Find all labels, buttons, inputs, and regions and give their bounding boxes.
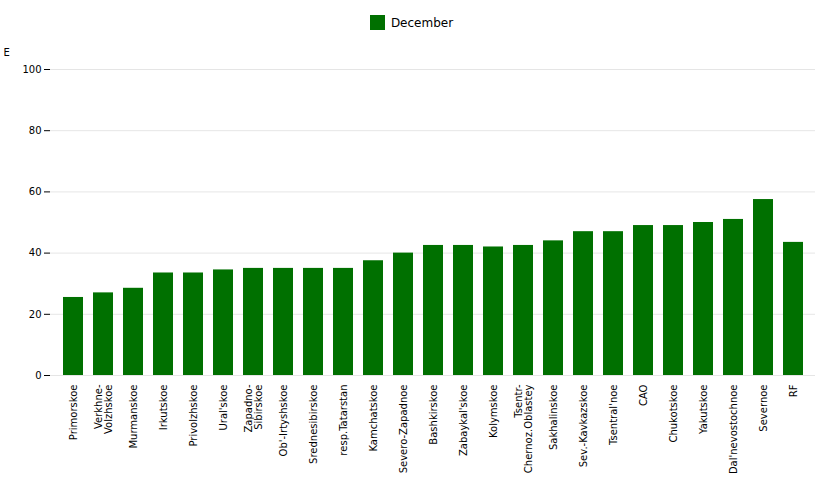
svg-text:Severnoe: Severnoe <box>758 385 769 432</box>
html-text:December: December <box>390 15 454 30</box>
svg-text:Tsentr-Chernoz.Oblastey: Tsentr-Chernoz.Oblastey <box>513 384 534 473</box>
svg-text:Severo-Zapadnoe: Severo-Zapadnoe <box>398 385 409 474</box>
svg-text:Kolymskoe: Kolymskoe <box>488 385 499 439</box>
svg-text:60: 60 <box>29 186 42 197</box>
svg-text:80: 80 <box>29 125 42 136</box>
svg-text:Kamchatskoe: Kamchatskoe <box>368 385 379 452</box>
svg-text:resp.Tatarstan: resp.Tatarstan <box>338 385 349 456</box>
svg-text:Primorskoe: Primorskoe <box>68 385 79 441</box>
svg-text:0: 0 <box>35 370 41 381</box>
svg-text:Ob'-Irtyshskoe: Ob'-Irtyshskoe <box>278 385 289 457</box>
svg-text:Zapadno-Sibirskoe: Zapadno-Sibirskoe <box>243 384 264 432</box>
svg-text:40: 40 <box>29 247 42 258</box>
svg-text:Tsentral'noe: Tsentral'noe <box>608 385 619 446</box>
svg-text:Privolzhskoe: Privolzhskoe <box>188 385 199 447</box>
svg-text:Zabaykal'skoe: Zabaykal'skoe <box>458 385 469 457</box>
svg-text:100: 100 <box>22 64 41 75</box>
svg-text:Yakutskoe: Yakutskoe <box>698 385 709 436</box>
svg-text:Chukotskoe: Chukotskoe <box>668 385 679 443</box>
svg-text:Bashkirskoe: Bashkirskoe <box>428 385 439 445</box>
svg-text:Sev.-Kavkazskoe: Sev.-Kavkazskoe <box>578 385 589 468</box>
svg-text:Srednesibirskoe: Srednesibirskoe <box>308 385 319 464</box>
svg-text:RF: RF <box>788 384 799 397</box>
svg-text:E: E <box>4 47 10 58</box>
svg-text:CAO: CAO <box>638 384 649 406</box>
svg-text:Ural'skoe: Ural'skoe <box>218 385 229 431</box>
svg-text:Irkutskoe: Irkutskoe <box>158 385 169 431</box>
svg-text:Sakhalinskoe: Sakhalinskoe <box>548 385 559 451</box>
svg-text:Murmanskoe: Murmanskoe <box>128 385 139 449</box>
svg-text:Dal'nevostochnoe: Dal'nevostochnoe <box>728 385 739 475</box>
svg-text:Verkhne-Volzhskoe: Verkhne-Volzhskoe <box>93 384 114 434</box>
svg-text:20: 20 <box>29 309 42 320</box>
